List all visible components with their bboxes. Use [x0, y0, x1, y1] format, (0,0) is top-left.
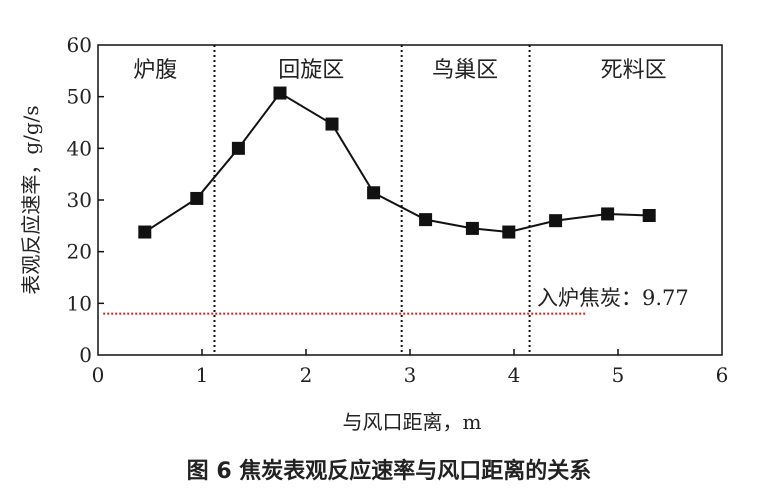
x-axis-label: 与风口距离，m [343, 410, 482, 434]
y-tick-label: 0 [79, 343, 92, 367]
figure-caption: 图 6 焦炭表观反应速率与风口距离的关系 [187, 458, 592, 484]
x-tick-label: 5 [612, 363, 625, 387]
data-point [138, 225, 152, 239]
y-axis-label: 表观反应速率，g/g/s [19, 105, 43, 294]
data-point [190, 191, 204, 205]
reference-line-label: 入炉焦炭：9.77 [537, 286, 689, 310]
data-point [549, 214, 563, 228]
data-point [273, 86, 287, 100]
y-tick-label: 20 [67, 240, 92, 264]
data-point [367, 186, 381, 200]
y-tick-label: 40 [67, 136, 92, 160]
y-tick-label: 30 [67, 188, 92, 212]
x-tick-label: 0 [92, 363, 105, 387]
region-label: 回旋区 [278, 58, 344, 83]
data-point [502, 225, 516, 239]
x-tick-label: 4 [508, 363, 521, 387]
data-point [601, 207, 615, 221]
region-label: 死料区 [601, 58, 667, 83]
x-tick-label: 2 [300, 363, 313, 387]
x-tick-label: 6 [716, 363, 729, 387]
series-group [138, 86, 656, 239]
series-line [144, 91, 650, 234]
region-labels: 炉腹 回旋区 鸟巢区 死料区 [133, 58, 666, 83]
x-tick-label: 1 [196, 363, 209, 387]
y-tick-label: 10 [67, 291, 92, 315]
data-point [325, 117, 339, 131]
data-point [231, 141, 245, 155]
plot-frame [97, 44, 723, 356]
region-dividers [213, 45, 531, 355]
region-label: 炉腹 [133, 58, 177, 83]
data-point [642, 209, 656, 222]
x-tick-label: 3 [404, 363, 417, 387]
region-label: 鸟巢区 [432, 58, 498, 83]
y-tick-label: 60 [67, 33, 92, 57]
data-point [419, 213, 433, 227]
y-tick-label: 50 [67, 85, 92, 109]
data-point [465, 221, 479, 235]
